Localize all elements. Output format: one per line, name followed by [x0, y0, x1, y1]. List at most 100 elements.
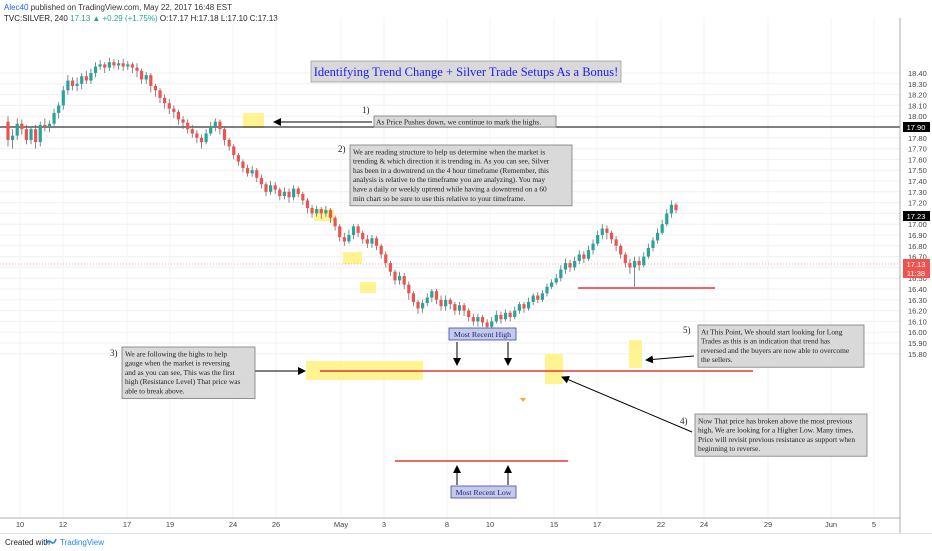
candle-body	[236, 155, 240, 162]
candle-body	[642, 256, 646, 266]
candle-body	[605, 228, 609, 233]
note-2-number: 2)	[338, 144, 346, 154]
recent-high-label: Most Recent High	[454, 330, 511, 339]
candle-body	[186, 122, 190, 130]
price-tag-bg	[903, 122, 930, 132]
candle-body	[75, 83, 79, 86]
candle-body	[660, 224, 664, 233]
note-3-line: able to break above.	[125, 387, 185, 396]
candle-body	[430, 291, 434, 298]
candle-body	[296, 188, 300, 194]
price-tag-label: 17.23	[907, 212, 926, 221]
highlight-zone-4	[360, 282, 376, 293]
candle-body	[61, 90, 65, 106]
candle-body	[494, 314, 498, 322]
note-5-box[interactable]	[697, 324, 865, 368]
chart-title-box[interactable]: Identifying Trend Change + Silver Trade …	[310, 60, 622, 83]
price-chart[interactable]: Identifying Trend Change + Silver Trade …	[0, 0, 932, 533]
note-3-line: gauge when the market is reversing	[125, 359, 230, 368]
symbol-info: TVC:SILVER, 240 17.13 ▲ +0.29 (+1.75%) O…	[4, 14, 278, 23]
recent-high-box[interactable]	[448, 327, 517, 341]
candle-body	[397, 276, 402, 281]
candle-body	[273, 185, 277, 190]
candle-body	[195, 133, 199, 138]
candle-body	[499, 314, 503, 320]
candle-body	[70, 80, 75, 86]
note-3-line: and as you can see, This was the first	[125, 368, 236, 377]
footer-bar: Created with TradingView	[0, 533, 932, 551]
note-1-box[interactable]	[373, 115, 557, 128]
candle-body	[227, 139, 231, 147]
small-marker	[520, 398, 526, 402]
candle-body	[338, 226, 342, 238]
candle-body	[471, 317, 475, 322]
x-tick-label: 26	[272, 520, 280, 529]
candle-body	[301, 193, 305, 201]
time-axis[interactable]: 10 12 17 19 24 26 May 3 8 10 15 17 22 24 29 Jun 5	[0, 517, 900, 529]
candle-body	[439, 299, 443, 307]
note-5-line: At This Point, We should start looking f…	[701, 327, 843, 336]
candle-body	[144, 75, 148, 80]
candle-body	[457, 305, 462, 311]
note-3-box[interactable]	[121, 346, 256, 399]
x-tick-label: 24	[700, 520, 708, 529]
candle-body	[199, 137, 204, 143]
candle-body	[536, 295, 540, 300]
candle-body	[517, 304, 521, 311]
candle-body	[370, 238, 374, 244]
candle-body	[315, 209, 319, 214]
note-2-box[interactable]	[349, 144, 573, 207]
candle-body	[116, 63, 121, 66]
candle-body	[20, 123, 24, 130]
x-tick-label: 8	[445, 520, 449, 529]
note-1-text: As Price Pushes down, we continue to mar…	[376, 118, 541, 127]
recent-low-box[interactable]	[450, 485, 517, 499]
candle-body	[342, 237, 346, 242]
note-5-number: 5)	[683, 325, 691, 335]
x-tick-label: 3	[382, 520, 386, 529]
note-4-line: Now That price has broken above the most…	[698, 416, 852, 425]
candle-body	[287, 191, 291, 198]
candle-body	[89, 73, 93, 81]
note-1-number: 1)	[362, 105, 370, 115]
candle-body	[204, 133, 208, 143]
note-2-line: trending & which direction it is trendin…	[353, 157, 550, 166]
x-tick-label: 17	[123, 520, 131, 529]
candle-body	[379, 245, 383, 255]
candle-body	[407, 284, 411, 294]
candle-body	[444, 299, 448, 307]
candle-body	[540, 293, 544, 300]
candle-body	[268, 185, 273, 192]
annotation-notes: 1) As Price Pushes down, we continue to m…	[110, 105, 868, 499]
candle-body	[218, 121, 222, 130]
candle-body	[310, 208, 314, 214]
candle-body	[241, 161, 245, 169]
candle-body	[163, 97, 167, 104]
note-4-box[interactable]	[694, 413, 868, 457]
candle-body	[582, 254, 586, 259]
candle-body	[485, 322, 489, 327]
y-tick-label: 17.50	[908, 166, 927, 175]
note-2-line: analysis is relative to the timeframe yo…	[353, 175, 545, 184]
x-tick-label: 17	[593, 520, 601, 529]
candle-body	[264, 184, 268, 192]
candle-body	[508, 312, 512, 318]
x-tick-label: 22	[657, 520, 665, 529]
candle-body	[531, 295, 535, 302]
publisher-name[interactable]: Alec40	[4, 3, 29, 12]
candle-body	[674, 204, 678, 211]
arrow-5	[645, 355, 695, 364]
candle-body	[388, 263, 392, 272]
candle-body	[84, 76, 88, 81]
candle-body	[600, 228, 604, 235]
candle-body	[328, 210, 333, 218]
candle-body	[130, 64, 134, 68]
candle-body	[47, 123, 52, 127]
brand-name[interactable]: TradingView	[60, 538, 105, 547]
x-tick-label: 5	[872, 520, 876, 529]
y-tick-label: 17.40	[908, 177, 927, 186]
y-tick-label: 16.10	[908, 317, 927, 326]
candle-body	[462, 305, 466, 311]
